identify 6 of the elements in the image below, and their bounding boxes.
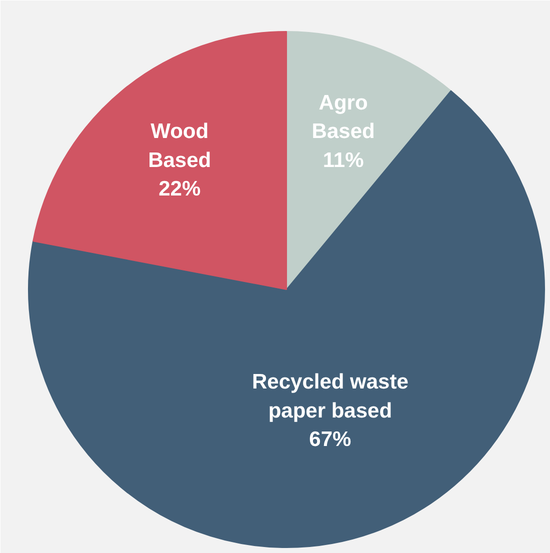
slice-label: Recycled waste paper based <box>252 370 408 422</box>
data-label: 22% <box>158 178 201 201</box>
slice-label: Wood Based <box>148 120 212 172</box>
data-label: 11% <box>322 148 364 172</box>
slice-label: Agro Based <box>312 91 375 144</box>
data-label: 67% <box>309 428 352 452</box>
